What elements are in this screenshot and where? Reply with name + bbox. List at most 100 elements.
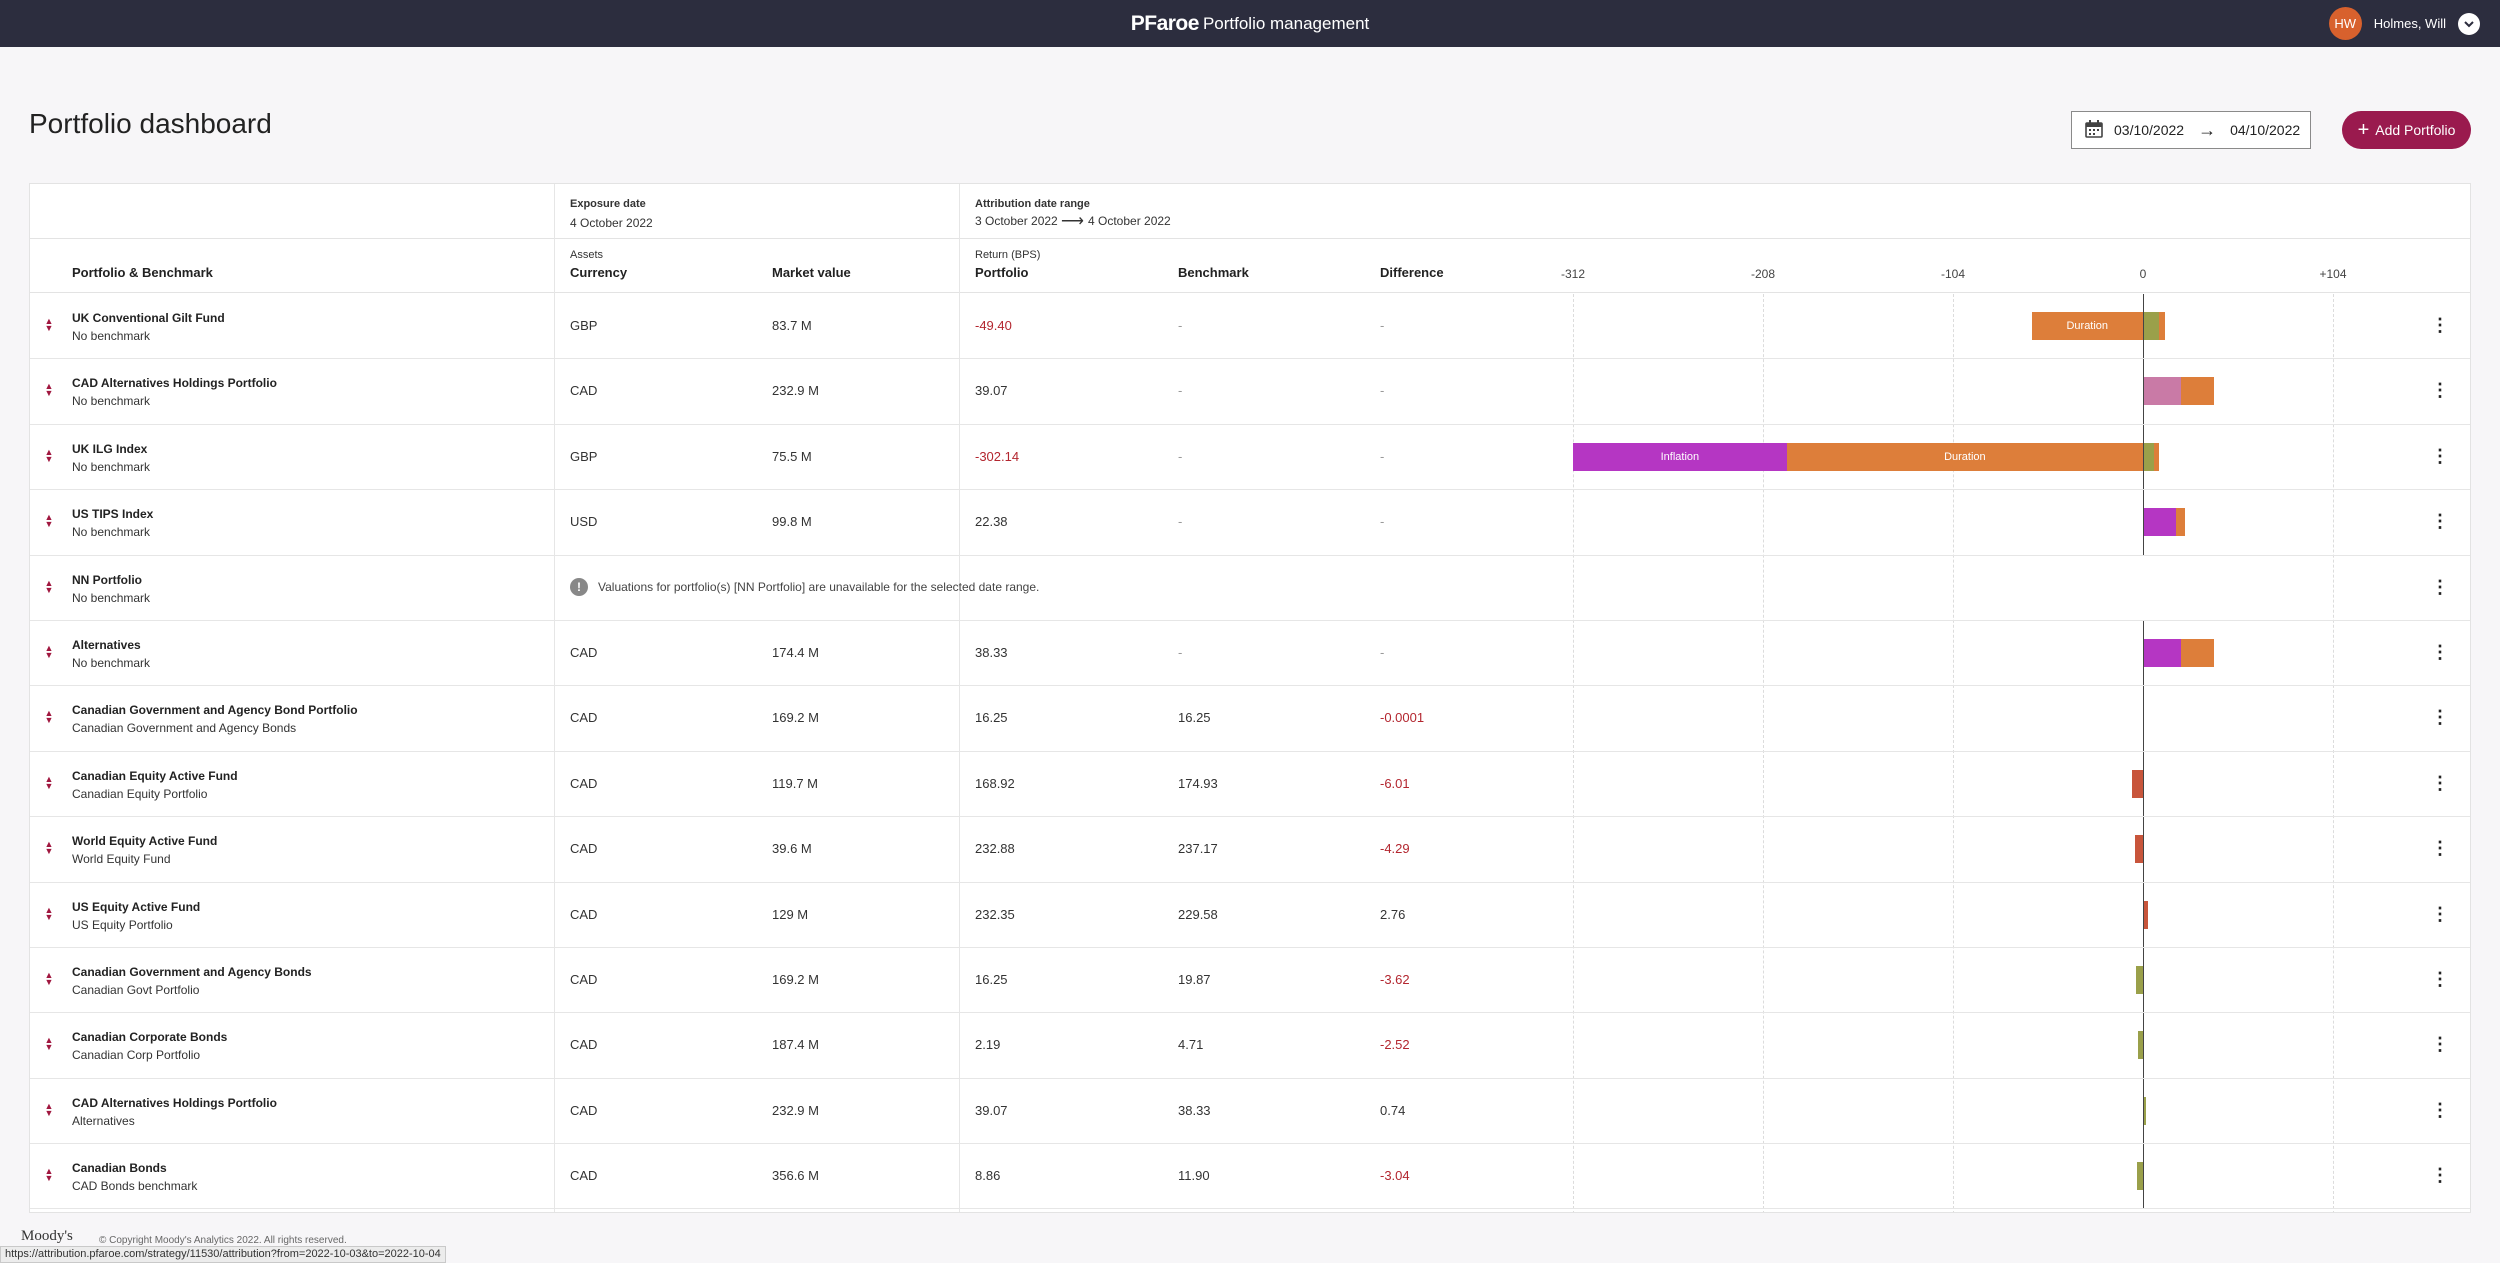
table-row[interactable]: ▲ ▼ Canadian Bonds CAD Bonds benchmark CAD 35…: [30, 1144, 2470, 1210]
portfolio-name[interactable]: US TIPS Index: [72, 507, 154, 522]
drag-handle-icon[interactable]: ▲ ▼: [44, 773, 54, 791]
user-name[interactable]: Holmes, Will: [2373, 16, 2446, 31]
attribution-to: 4 October 2022: [1088, 214, 1171, 228]
drag-handle-icon[interactable]: ▲ ▼: [44, 904, 54, 922]
more-options-icon[interactable]: ⋮: [2431, 315, 2449, 335]
more-options-icon[interactable]: ⋮: [2431, 445, 2449, 466]
col-portfolio-benchmark[interactable]: Portfolio & Benchmark: [72, 265, 213, 280]
more-options-icon[interactable]: ⋮: [2431, 772, 2449, 793]
more-options-icon[interactable]: ⋮: [2431, 1099, 2449, 1120]
drag-handle-icon[interactable]: ▲ ▼: [44, 1035, 54, 1053]
portfolio-name[interactable]: US Equity Active Fund: [72, 899, 201, 914]
drag-handle-icon[interactable]: ▲ ▼: [44, 969, 54, 987]
benchmark-name: No benchmark: [72, 655, 151, 670]
portfolio-return-cell: 39.07: [975, 383, 1008, 399]
chevron-down-icon[interactable]: [2458, 12, 2480, 35]
portfolio-return-cell: 2.19: [975, 1037, 1001, 1053]
currency-cell: CAD: [570, 1037, 598, 1053]
calendar-icon[interactable]: [2084, 119, 2104, 142]
date-to[interactable]: 04/10/2022: [2230, 122, 2301, 138]
more-options-icon[interactable]: ⋮: [2431, 968, 2449, 989]
bar-segment: [2143, 1096, 2146, 1125]
more-options-icon[interactable]: ⋮: [2431, 641, 2449, 662]
date-from[interactable]: 03/10/2022: [2114, 122, 2185, 138]
add-portfolio-button[interactable]: + Add Portfolio: [2342, 111, 2471, 149]
portfolio-name[interactable]: UK ILG Index: [72, 441, 148, 456]
more-options-icon[interactable]: ⋮: [2431, 511, 2449, 532]
table-row[interactable]: ▲ ▼ US TIPS Index No benchmark USD 99.8 M 22.3…: [30, 490, 2470, 556]
table-row[interactable]: ▲ ▼ Canadian Equity Active Fund Canadian Eq…: [30, 751, 2470, 818]
portfolio-name[interactable]: UK Conventional Gilt Fund: [72, 311, 225, 325]
portfolio-name[interactable]: Canadian Corporate Bonds: [72, 1030, 228, 1045]
col-currency[interactable]: Currency: [570, 265, 628, 280]
drag-handle-icon[interactable]: ▲ ▼: [44, 577, 54, 595]
table-row[interactable]: ▲ ▼ World Equity Active Fund World Equity F…: [30, 817, 2470, 883]
table-row[interactable]: ▲ ▼ UK Conventional Gilt Fund No benchmark G…: [30, 294, 2470, 360]
more-options-icon[interactable]: ⋮: [2431, 707, 2449, 728]
attribution-bar: [30, 490, 2470, 555]
drag-handle-icon[interactable]: ▲ ▼: [44, 446, 54, 464]
drag-handle-icon[interactable]: ▲ ▼: [44, 1100, 54, 1118]
portfolio-return-cell: 22.38: [975, 514, 1008, 530]
user-menu[interactable]: HW Holmes, Will: [2328, 7, 2480, 40]
portfolio-name[interactable]: Canadian Government and Agency Bonds: [72, 964, 312, 979]
more-options-icon[interactable]: ⋮: [2431, 1034, 2449, 1055]
moodys-logo: Moody's: [21, 1228, 73, 1244]
drag-handle-icon[interactable]: ▲ ▼: [44, 642, 54, 660]
drag-handle-icon[interactable]: ▲ ▼: [44, 839, 54, 857]
page-title: Portfolio dashboard: [29, 108, 272, 139]
col-difference[interactable]: Difference: [1380, 265, 1444, 280]
portfolio-name[interactable]: CAD Alternatives Holdings Portfolio: [72, 376, 277, 391]
copyright: © Copyright Moody's Analytics 2022. All …: [99, 1235, 347, 1246]
market-value-cell: 99.8 M: [772, 514, 812, 530]
portfolio-name[interactable]: CAD Alternatives Holdings Portfolio: [72, 1095, 277, 1110]
currency-cell: CAD: [570, 906, 598, 922]
currency-cell: CAD: [570, 710, 598, 726]
drag-handle-icon[interactable]: ▲ ▼: [44, 708, 54, 726]
drag-handle-icon[interactable]: ▲ ▼: [44, 381, 54, 399]
axis-tick-label: -312: [1560, 267, 1586, 281]
col-portfolio[interactable]: Portfolio: [975, 265, 1029, 280]
axis-tick-label: -104: [1940, 267, 1966, 281]
table-row[interactable]: ▲ ▼ UK ILG Index No benchmark GBP 75.5 M -302.…: [30, 424, 2470, 491]
portfolio-name[interactable]: Canadian Equity Active Fund: [72, 768, 238, 783]
portfolio-return-cell: 16.25: [975, 710, 1008, 726]
portfolio-name[interactable]: World Equity Active Fund: [72, 834, 218, 849]
currency-cell: CAD: [570, 971, 598, 987]
drag-handle-icon[interactable]: ▲ ▼: [44, 316, 54, 333]
date-range-picker[interactable]: 03/10/2022 → 04/10/2022: [2071, 111, 2311, 149]
portfolio-return-cell: 16.25: [975, 971, 1008, 987]
col-market-value[interactable]: Market value: [772, 265, 851, 280]
table-row[interactable]: ▲ ▼ NN Portfolio No benchmark! Valuations fo…: [30, 556, 2470, 621]
portfolio-name[interactable]: Canadian Government and Agency Bond Port…: [72, 703, 358, 718]
table-row[interactable]: ▲ ▼ Canadian Corporate Bonds Canadian Corp …: [30, 1013, 2470, 1079]
more-options-icon[interactable]: ⋮: [2431, 1165, 2449, 1186]
benchmark-name: No benchmark: [72, 394, 151, 409]
more-options-icon[interactable]: ⋮: [2431, 838, 2449, 859]
column-divider: [959, 184, 960, 1212]
market-value-cell: 232.9 M: [772, 383, 819, 399]
drag-handle-icon[interactable]: ▲ ▼: [44, 1166, 54, 1184]
portfolio-name[interactable]: NN Portfolio: [72, 572, 142, 587]
table-row[interactable]: ▲ ▼ CAD Alternatives Holdings Portfolio No …: [30, 359, 2470, 425]
table-row[interactable]: ▲ ▼ Canadian Government and Agency Bonds Ca…: [30, 947, 2470, 1014]
attribution-bar: [30, 620, 2470, 686]
drag-handle-icon[interactable]: ▲ ▼: [44, 512, 54, 530]
table-row[interactable]: ▲ ▼ US Equity Active Fund US Equity Portfol…: [30, 882, 2470, 948]
avatar[interactable]: HW: [2328, 7, 2362, 40]
currency-cell: USD: [570, 514, 598, 530]
table-row[interactable]: ▲ ▼ Alternatives No benchmark CAD 174.4 M 38.3…: [30, 620, 2470, 687]
portfolio-name[interactable]: Alternatives: [72, 637, 141, 652]
benchmark-name: Canadian Govt Portfolio: [72, 982, 200, 997]
benchmark-name: Canadian Government and Agency Bonds: [72, 721, 297, 736]
col-benchmark[interactable]: Benchmark: [1178, 265, 1249, 280]
more-options-icon[interactable]: ⋮: [2431, 576, 2449, 597]
attribution-bar: [30, 1078, 2470, 1144]
portfolio-name[interactable]: Canadian Bonds: [72, 1161, 167, 1176]
more-options-icon[interactable]: ⋮: [2431, 903, 2449, 924]
bar-segment: [2143, 900, 2149, 929]
more-options-icon[interactable]: ⋮: [2431, 380, 2449, 401]
table-row[interactable]: ▲ ▼ Canadian Government and Agency Bond Po…: [30, 686, 2470, 752]
bar-segment: [2138, 1031, 2143, 1060]
table-row[interactable]: ▲ ▼ CAD Alternatives Holdings Portfolio Alt…: [30, 1078, 2470, 1145]
